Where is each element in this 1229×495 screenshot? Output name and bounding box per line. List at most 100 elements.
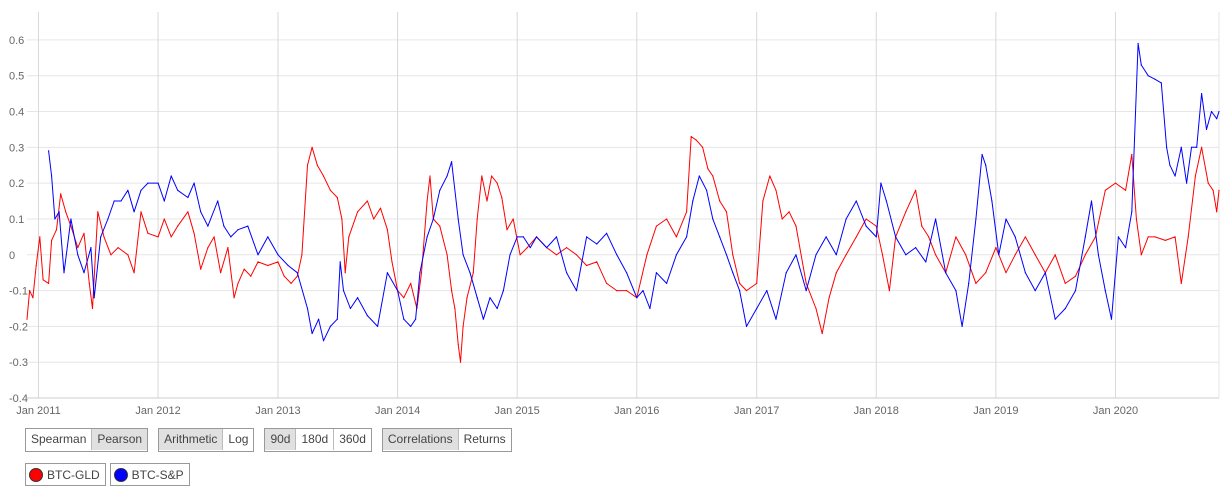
data-point-btc-s-p [177,189,179,191]
data-point-btc-s-p [586,236,588,238]
log-button[interactable]: Log [223,429,254,450]
data-point-btc-gld [915,189,917,191]
data-point-btc-gld [459,361,462,363]
data-point-btc-gld [491,175,493,177]
data-point-btc-gld [1014,254,1016,256]
data-point-btc-s-p [63,272,65,274]
arithmetic-button[interactable]: Arithmetic [159,429,224,450]
data-point-btc-s-p [698,175,700,177]
data-point-btc-s-p [349,307,351,310]
data-point-btc-gld [296,275,298,277]
data-point-btc-s-p [432,218,434,220]
data-point-btc-s-p [54,218,56,220]
data-point-btc-s-p [642,290,644,292]
data-point-btc-s-p [732,272,734,274]
data-point-btc-s-p [895,236,897,238]
data-point-btc-gld [519,254,521,256]
data-point-btc-gld [690,136,692,138]
data-point-btc-gld [51,239,53,241]
data-point-btc-s-p [397,290,399,292]
data-point-btc-s-p [83,272,85,274]
data-point-btc-s-p [1084,236,1086,238]
data-point-btc-gld [921,225,923,227]
data-point-btc-gld [835,272,837,274]
data-point-btc-s-p [133,211,135,213]
window-toggle-group: 90d 180d 360d [264,428,372,452]
data-point-btc-s-p [1140,64,1142,66]
legend-item-btc-sp[interactable]: BTC-S&P [109,463,190,486]
data-point-btc-s-p [555,236,558,238]
data-point-btc-gld [83,232,85,234]
data-point-btc-s-p [719,236,721,238]
legend-item-btc-gld[interactable]: BTC-GLD [25,463,106,486]
data-point-btc-gld [526,247,528,249]
data-point-btc-s-p [712,218,714,220]
data-point-btc-gld [695,139,698,141]
data-point-btc-s-p [1190,146,1193,148]
data-point-btc-s-p [51,175,53,177]
data-point-btc-s-p [318,318,320,320]
data-point-btc-s-p [825,236,827,238]
data-point-btc-s-p [1131,211,1133,213]
data-point-btc-s-p [655,272,658,274]
data-point-btc-gld [1216,211,1218,213]
data-point-btc-gld [795,225,797,227]
data-point-btc-gld [888,290,891,292]
legend-label-btc-sp: BTC-S&P [131,467,184,482]
data-point-btc-gld [200,268,202,270]
returns-button[interactable]: Returns [458,429,511,450]
data-point-btc-s-p [596,243,598,245]
data-point-btc-s-p [77,254,79,256]
data-point-btc-gld [626,290,628,292]
data-point-btc-gld [1207,182,1209,184]
spearman-button[interactable]: Spearman [26,429,93,450]
data-point-btc-s-p [287,264,289,267]
data-point-btc-s-p [1117,236,1119,238]
data-point-btc-s-p [935,218,937,220]
data-point-btc-gld [646,254,648,256]
data-point-btc-gld [110,254,112,256]
data-point-btc-s-p [1196,146,1198,148]
data-point-btc-s-p [509,254,511,256]
y-axis-ticks: -0.4 -0.3 -0.2 -0.1 0 0.1 0.2 0.3 0.4 0.5 0.6 [9,35,28,405]
data-point-btc-gld [486,200,488,202]
data-point-btc-gld [702,146,704,148]
data-point-btc-s-p [100,236,102,238]
data-point-btc-s-p [975,218,977,220]
data-point-btc-gld [466,297,468,299]
data-point-btc-gld [379,207,382,209]
data-point-btc-s-p [410,325,412,327]
data-point-btc-gld [426,200,428,202]
data-point-btc-s-p [880,182,882,184]
data-point-btc-gld [666,218,668,220]
correlations-button[interactable]: Correlations [382,429,459,450]
data-point-btc-s-p [985,164,987,166]
data-point-btc-s-p [1064,307,1066,310]
data-point-btc-gld [451,290,453,292]
x-tick-label: Jan 2013 [255,405,300,417]
data-point-btc-gld [586,264,588,267]
window-90d-button[interactable]: 90d [265,429,297,450]
data-point-btc-gld [512,218,514,220]
data-point-btc-gld [60,193,62,195]
window-180d-button[interactable]: 180d [296,429,335,450]
data-point-btc-s-p [1110,318,1113,320]
data-point-btc-gld [1164,239,1166,241]
data-point-btc-gld [506,229,508,231]
data-point-btc-s-p [998,254,1000,256]
data-point-btc-gld [177,225,179,227]
data-point-btc-gld [220,272,222,274]
window-360d-button[interactable]: 360d [334,429,371,450]
data-point-btc-s-p [267,236,269,238]
x-tick-label: Jan 2017 [734,405,779,417]
data-point-btc-gld [805,282,807,284]
data-point-btc-gld [462,325,464,327]
x-tick-label: Jan 2011 [16,405,60,417]
data-point-btc-s-p [451,161,453,163]
data-point-btc-gld [1194,175,1196,177]
x-axis-ticks: Jan 2011 Jan 2012 Jan 2013 Jan 2014 Jan 2015… [16,405,1138,417]
data-point-btc-gld [1212,189,1214,191]
x-tick-label: Jan 2012 [135,405,180,417]
data-point-btc-s-p [649,307,651,310]
pearson-button[interactable]: Pearson [92,429,148,450]
